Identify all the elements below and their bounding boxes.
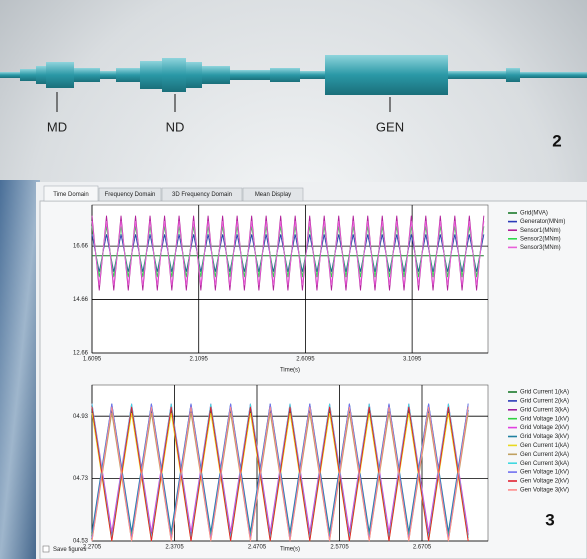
legend-label: Sensor2(MNm) xyxy=(520,236,561,242)
legend-label: Grid Voltage 2(kV) xyxy=(520,425,569,431)
component-label: GEN xyxy=(376,119,404,134)
legend-label: Grid Current 1(kA) xyxy=(520,390,569,396)
y-tick-label: 16.66 xyxy=(73,244,89,250)
y-tick-label: 04.93 xyxy=(73,414,89,420)
checkbox[interactable] xyxy=(43,546,49,552)
legend-label: Grid Voltage 3(kV) xyxy=(520,434,569,440)
tab-label[interactable]: Mean Display xyxy=(255,192,291,198)
legend-label: Generator(MNm) xyxy=(520,219,565,225)
tab-label[interactable]: Time Domain xyxy=(53,192,88,198)
component-label: MD xyxy=(47,119,67,134)
side-photo xyxy=(0,180,40,559)
component-label: ND xyxy=(166,119,185,134)
legend-label: Gen Current 3(kA) xyxy=(520,461,569,467)
x-tick-label: 2.5705 xyxy=(330,545,349,551)
legend-label: Sensor1(MNm) xyxy=(520,228,561,234)
x-tick-label: 2.6705 xyxy=(413,545,432,551)
figure-number: 3 xyxy=(545,510,554,529)
legend-label: Gen Current 1(kA) xyxy=(520,443,569,449)
x-tick-label: 2.6095 xyxy=(296,357,315,363)
x-tick-label: 3.1095 xyxy=(403,357,422,363)
x-tick-label: 2.1095 xyxy=(190,357,209,363)
legend-label: Sensor3(MNm) xyxy=(520,245,561,251)
y-tick-label: 14.66 xyxy=(73,297,89,303)
legend-label: Gen Voltage 2(kV) xyxy=(520,479,569,485)
legend-label: Gen Current 2(kA) xyxy=(520,452,569,458)
page: MD ND GEN 2 Time Domain Frequency Domain 3… xyxy=(0,0,587,559)
legend-label: Grid Current 3(kA) xyxy=(520,407,569,413)
tab-bar: Time Domain Frequency Domain 3D Frequency … xyxy=(44,186,303,201)
x-tick-label: 1.6095 xyxy=(83,357,102,363)
legend-label: Gen Voltage 1(kV) xyxy=(520,470,569,476)
figure-number: 2 xyxy=(552,131,561,150)
x-tick-label: 2.3705 xyxy=(165,545,184,551)
y-tick-label: 04.73 xyxy=(73,476,89,482)
checkbox-label[interactable]: Save figures xyxy=(53,547,86,553)
x-tick-label: 2.4705 xyxy=(248,545,267,551)
scene: MD ND GEN 2 Time Domain Frequency Domain 3… xyxy=(0,0,587,559)
x-axis-label: Time(s) xyxy=(280,368,300,374)
legend-label: Grid(MVA) xyxy=(520,211,548,217)
tab-label[interactable]: Frequency Domain xyxy=(105,192,156,198)
tab-label[interactable]: 3D Frequency Domain xyxy=(172,192,232,198)
legend-label: Grid Current 2(kA) xyxy=(520,398,569,404)
legend-label: Grid Voltage 1(kV) xyxy=(520,416,569,422)
x-axis-label: Time(s) xyxy=(280,547,300,553)
legend-label: Gen Voltage 3(kV) xyxy=(520,487,569,493)
